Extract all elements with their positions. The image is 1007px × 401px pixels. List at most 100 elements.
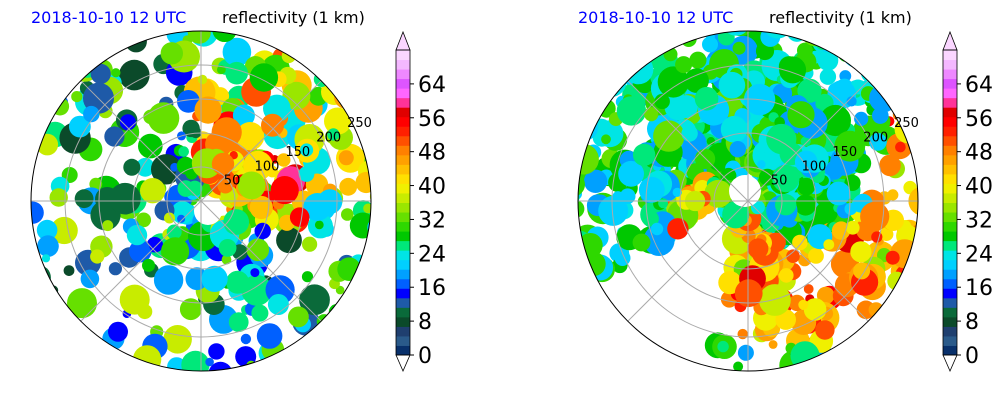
echo-cell xyxy=(187,180,203,196)
echo-cell xyxy=(185,267,209,291)
echo-cell xyxy=(338,150,354,166)
echo-cell xyxy=(798,299,809,310)
plot-boundary xyxy=(577,30,919,372)
echo-cell xyxy=(581,83,602,104)
echo-cell xyxy=(650,222,664,236)
echo-cell xyxy=(36,219,58,241)
echo-cell xyxy=(705,31,728,33)
echo-cell xyxy=(548,158,570,180)
colorbar-tick-label: 32 xyxy=(965,208,993,233)
colorbar-segment xyxy=(396,250,410,261)
echo-cell xyxy=(795,12,805,22)
echo-cell xyxy=(684,68,709,93)
reflectivity-field xyxy=(31,14,388,371)
echo-cell xyxy=(801,31,825,37)
echo-cell xyxy=(800,31,832,47)
azimuth-line xyxy=(80,80,202,202)
colorbar-segment xyxy=(943,107,957,118)
echo-cell xyxy=(177,214,186,223)
colorbar: 0 8 16 24 32 40 48 56 64 xyxy=(942,30,993,372)
panel-right-variable-title: reflectivity (1 km) xyxy=(769,8,912,27)
colorbar-segment xyxy=(943,183,957,194)
echo-cell xyxy=(733,0,763,27)
panel-left-variable-title: reflectivity (1 km) xyxy=(222,8,365,27)
echo-cell xyxy=(355,289,371,307)
echo-cell xyxy=(908,186,918,216)
colorbar-tick-label: 40 xyxy=(965,175,993,200)
echo-cell xyxy=(578,92,593,117)
echo-cell xyxy=(800,136,811,147)
range-ring-label: 100 xyxy=(802,159,827,174)
echo-cell xyxy=(155,14,168,27)
echo-cell xyxy=(879,227,894,241)
echo-cell xyxy=(787,101,815,129)
echo-cell xyxy=(89,177,103,191)
echo-cell xyxy=(644,107,659,122)
colorbar-tick-label: 48 xyxy=(418,141,446,166)
echo-cell xyxy=(629,64,643,78)
echo-cell xyxy=(601,134,611,145)
azimuth-line xyxy=(627,80,749,202)
echo-cell xyxy=(695,148,716,169)
echo-cell xyxy=(688,9,705,26)
echo-cell xyxy=(788,0,817,20)
colorbar-segment xyxy=(943,78,957,89)
echo-cell xyxy=(167,357,187,371)
echo-cell xyxy=(899,80,918,108)
colorbar-segment xyxy=(396,154,410,165)
colorbar-segment xyxy=(396,69,410,80)
echo-cell xyxy=(49,188,68,207)
echo-cell xyxy=(298,166,315,182)
echo-cell xyxy=(869,133,887,151)
echo-cell xyxy=(777,16,786,25)
echo-cell xyxy=(187,31,211,44)
echo-cell xyxy=(269,31,287,40)
echo-cell xyxy=(212,31,237,43)
colorbar-segment xyxy=(396,107,410,118)
echo-cell xyxy=(752,0,775,11)
echo-cell xyxy=(797,42,813,59)
echo-cell xyxy=(108,262,122,276)
echo-cell xyxy=(303,193,332,221)
echo-cell xyxy=(616,96,647,126)
echo-cell xyxy=(859,31,886,54)
echo-cell xyxy=(887,271,907,291)
colorbar-segment xyxy=(396,50,410,61)
echo-cell xyxy=(376,180,388,192)
colorbar-segment xyxy=(396,335,410,346)
echo-cell xyxy=(768,340,778,349)
colorbar-segment xyxy=(943,69,957,80)
range-ring-label: 50 xyxy=(771,174,788,189)
echo-cell xyxy=(667,218,689,240)
colorbar-segment xyxy=(396,316,410,327)
echo-cell xyxy=(674,95,698,119)
echo-cell xyxy=(732,41,746,55)
echo-cell xyxy=(578,142,581,157)
echo-cell xyxy=(720,115,748,143)
azimuth-line xyxy=(747,200,869,322)
echo-cell xyxy=(823,239,835,251)
echo-cell xyxy=(149,238,164,252)
colorbar-segment xyxy=(396,326,410,337)
echo-cell xyxy=(922,196,931,205)
echo-cell xyxy=(104,126,125,147)
echo-cell xyxy=(817,31,846,46)
echo-cell xyxy=(846,96,857,107)
echo-cell xyxy=(850,241,872,263)
echo-cell xyxy=(270,176,299,205)
azimuth-line xyxy=(627,200,749,322)
echo-cell xyxy=(126,224,148,246)
colorbar-segment xyxy=(943,250,957,261)
echo-cell xyxy=(349,212,371,239)
echo-cell xyxy=(368,113,371,139)
echo-cell xyxy=(205,357,214,367)
echo-cell xyxy=(816,286,835,305)
echo-cell xyxy=(737,328,748,340)
echo-cell xyxy=(729,141,746,158)
colorbar-segment xyxy=(943,326,957,337)
echo-cell xyxy=(675,56,693,74)
echo-cell xyxy=(895,79,915,100)
echo-cell xyxy=(254,222,271,240)
echo-cell xyxy=(170,14,185,29)
echo-cell xyxy=(578,113,591,130)
